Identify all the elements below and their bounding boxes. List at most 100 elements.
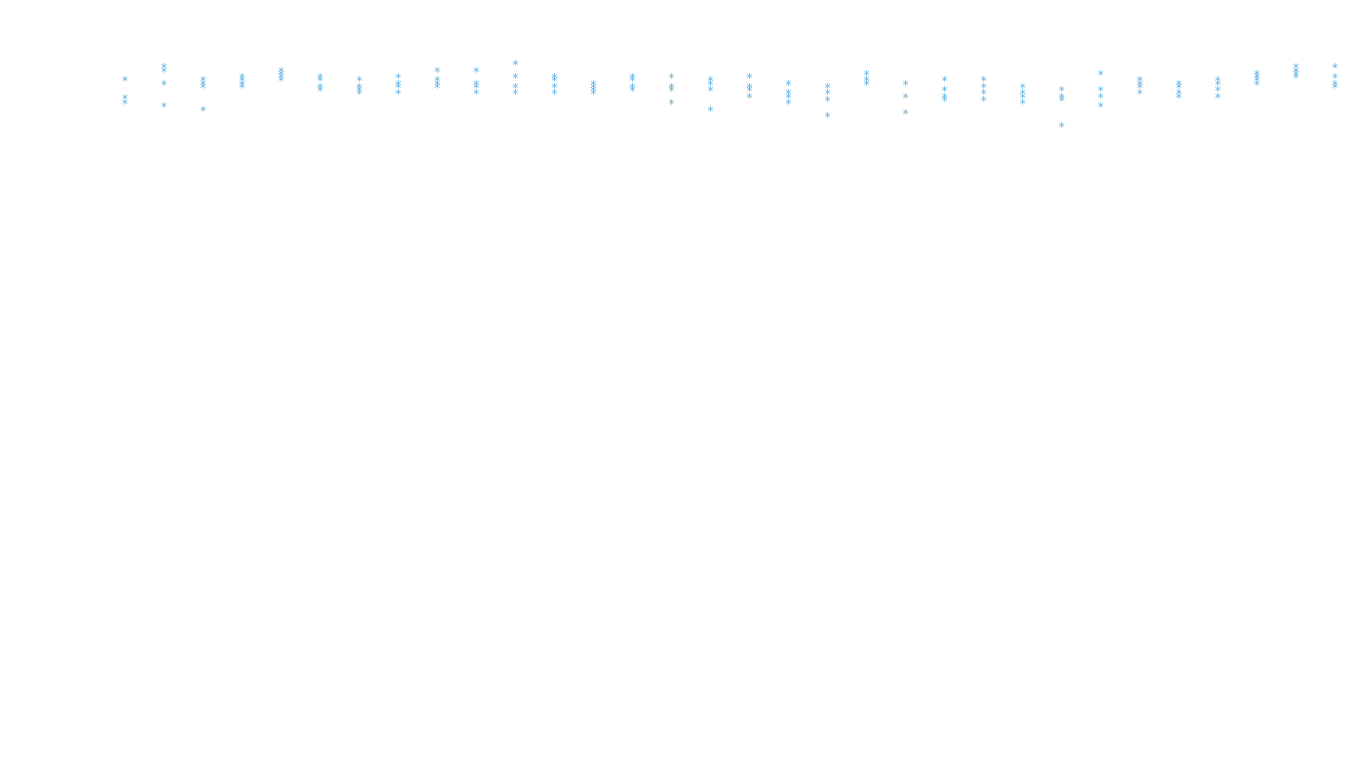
scatter-marker: *	[707, 105, 714, 117]
scatter-marker: *	[785, 98, 792, 110]
scatter-marker: *	[434, 66, 441, 78]
scatter-marker: *	[785, 92, 792, 104]
scatter-marker: *	[629, 85, 636, 97]
scatter-marker: *	[1331, 62, 1338, 74]
scatter-marker: *	[317, 85, 324, 97]
scatter-marker: *	[512, 72, 519, 84]
scatter-marker: *	[590, 82, 597, 94]
scatter-marker: *	[121, 98, 128, 110]
scatter-marker: *	[199, 82, 206, 94]
scatter-marker: *	[473, 79, 480, 91]
scatter-marker: *	[1292, 62, 1299, 74]
scatter-marker: *	[1019, 88, 1026, 100]
scatter-marker: *	[121, 75, 128, 87]
scatter-marker: *	[317, 72, 324, 84]
scatter-marker: *	[160, 66, 167, 78]
scatter-marker: *	[746, 72, 753, 84]
scatter-marker: *	[629, 82, 636, 94]
scatter-marker: *	[278, 75, 285, 87]
scatter-marker: *	[1331, 82, 1338, 94]
scatter-marker: *	[980, 75, 987, 87]
scatter-marker: *	[1019, 92, 1026, 104]
scatter-marker: *	[1058, 95, 1065, 107]
scatter-marker: *	[1136, 88, 1143, 100]
scatter-marker: *	[317, 82, 324, 94]
scatter-marker: *	[746, 82, 753, 94]
scatter-marker: *	[746, 92, 753, 104]
scatter-marker: *	[824, 82, 831, 94]
scatter-marker: *	[434, 82, 441, 94]
scatter-marker: *	[824, 95, 831, 107]
scatter-marker: *	[278, 69, 285, 81]
scatter-marker: *	[395, 79, 402, 91]
scatter-marker: *	[1136, 79, 1143, 91]
scatter-marker: *	[1292, 66, 1299, 78]
scatter-marker: *	[668, 72, 675, 84]
scatter-marker: *	[1331, 79, 1338, 91]
scatter-marker: *	[1097, 101, 1104, 113]
scatter-marker: *	[473, 82, 480, 94]
scatter-marker: *	[551, 88, 558, 100]
scatter-marker: *	[1097, 85, 1104, 97]
scatter-marker: *	[121, 93, 128, 105]
scatter-marker: *	[590, 88, 597, 100]
scatter-marker: *	[238, 75, 245, 87]
scatter-marker: *	[1019, 82, 1026, 94]
scatter-marker: *	[1214, 92, 1221, 104]
scatter-marker: *	[1175, 92, 1182, 104]
scatter-marker: *	[1253, 72, 1260, 84]
scatter-marker: *	[1175, 82, 1182, 94]
scatter-marker: *	[941, 85, 948, 97]
scatter-marker: *	[824, 88, 831, 100]
scatter-marker: *	[395, 72, 402, 84]
scatter-marker: *	[629, 72, 636, 84]
scatter-marker: *	[941, 95, 948, 107]
scatter-marker: *	[1214, 79, 1221, 91]
scatter-marker: *	[980, 88, 987, 100]
scatter-marker: *	[512, 88, 519, 100]
scatter-marker: *	[941, 75, 948, 87]
scatter-marker: *	[1214, 75, 1221, 87]
scatter-marker: *	[395, 82, 402, 94]
scatter-marker: *	[160, 101, 167, 113]
scatter-marker: *	[1331, 72, 1338, 84]
scatter-marker: *	[238, 79, 245, 91]
scatter-marker: *	[980, 95, 987, 107]
scatter-marker: *	[395, 88, 402, 100]
scatter-marker: *	[707, 85, 714, 97]
scatter-marker: *	[356, 82, 363, 94]
scatter-marker: *	[434, 75, 441, 87]
scatter-marker: *	[707, 79, 714, 91]
scatter-marker: *	[1175, 88, 1182, 100]
scatter-marker: *	[980, 82, 987, 94]
scatter-marker: *	[512, 82, 519, 94]
scatter-marker: *	[1136, 82, 1143, 94]
scatter-marker: *	[1058, 121, 1065, 133]
scatter-marker: *	[278, 72, 285, 84]
scatter-plot: ****************************************…	[0, 0, 1360, 768]
scatter-marker: *	[1136, 75, 1143, 87]
scatter-marker: *	[707, 75, 714, 87]
scatter-marker: *	[1058, 85, 1065, 97]
scatter-marker: *	[863, 79, 870, 91]
scatter-marker: *	[629, 75, 636, 87]
scatter-marker: *	[160, 79, 167, 91]
scatter-marker: *	[1097, 69, 1104, 81]
scatter-marker: *	[785, 88, 792, 100]
scatter-marker: *	[1175, 79, 1182, 91]
scatter-marker: *	[941, 92, 948, 104]
scatter-marker: *	[1253, 69, 1260, 81]
scatter-marker: *	[863, 75, 870, 87]
scatter-marker: *	[746, 85, 753, 97]
scatter-marker: *	[902, 79, 909, 91]
scatter-marker: *	[551, 75, 558, 87]
scatter-marker: *	[238, 82, 245, 94]
scatter-marker: *	[668, 82, 675, 94]
scatter-marker: *	[356, 85, 363, 97]
scatter-marker: *	[1253, 79, 1260, 91]
scatter-marker: *	[785, 79, 792, 91]
scatter-marker: *	[590, 79, 597, 91]
scatter-marker: *	[473, 88, 480, 100]
scatter-marker: *	[199, 79, 206, 91]
scatter-marker: *	[356, 88, 363, 100]
